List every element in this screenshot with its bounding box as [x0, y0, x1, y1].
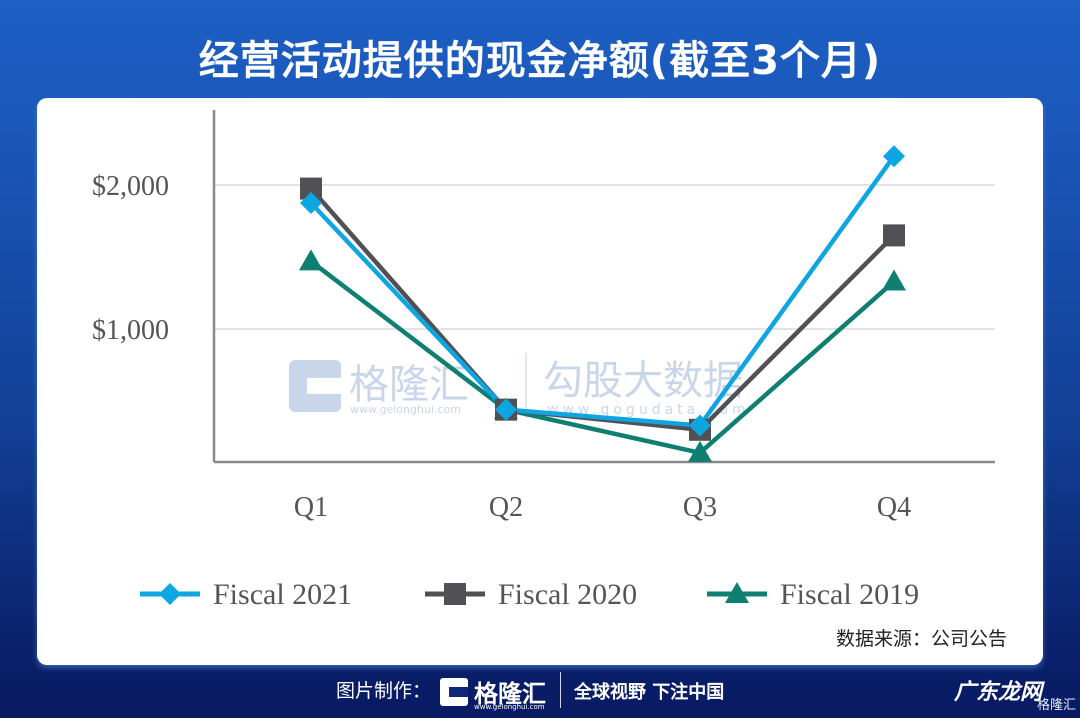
- square-marker: [300, 177, 322, 200]
- series-line-fiscal-2021: [309, 154, 896, 428]
- watermark-g-cut: [307, 378, 341, 394]
- gelonghui-logo: 格隆汇 www.gelonghui.com: [440, 674, 546, 711]
- y-tick-label: $1,000: [92, 315, 169, 346]
- page-title: 经营活动提供的现金净额(截至3个月): [198, 38, 882, 84]
- watermark-url-left: www.gelonghui.com: [350, 403, 461, 416]
- triangle-marker: [688, 440, 712, 462]
- y-tick-label: $2,000: [92, 171, 169, 202]
- legend-triangle-icon: [725, 582, 749, 603]
- series-line-fiscal-2019: [309, 259, 896, 456]
- x-tick-label: Q2: [489, 492, 523, 523]
- x-tick-label: Q3: [683, 492, 717, 523]
- corner-watermark: 广东龙网: [953, 680, 1042, 705]
- brand-name: 格隆汇: [474, 680, 546, 708]
- footer: 图片制作： 格隆汇 www.gelonghui.com 全球视野 下注中国: [0, 672, 1080, 712]
- diamond-marker: [495, 398, 517, 421]
- slogan: 全球视野 下注中国: [574, 682, 725, 703]
- legend-label: Fiscal 2021: [213, 578, 352, 611]
- square-marker: [883, 224, 905, 247]
- legend-label: Fiscal 2019: [780, 578, 919, 611]
- g-logo-icon: [440, 677, 468, 706]
- legend-square-icon: [444, 583, 466, 605]
- chart-card: $1,000 $2,000 格隆汇 www.gelonghui.com 勾股大数据 www…: [37, 98, 1043, 665]
- diamond-marker: [300, 192, 322, 214]
- diamond-marker: [883, 145, 905, 168]
- watermark-brand-right: 勾股大数据: [543, 358, 743, 404]
- corner-watermark-sub: 格隆汇: [1036, 698, 1076, 713]
- data-source-note: 数据来源：公司公告: [835, 628, 1007, 650]
- legend-label: Fiscal 2020: [498, 578, 637, 611]
- x-tick-label: Q4: [877, 492, 911, 523]
- diamond-marker: [689, 414, 711, 437]
- brand-url: www.gelonghui.com: [474, 703, 545, 711]
- x-tick-label: Q1: [294, 492, 328, 523]
- made-by-label: 图片制作：: [336, 680, 432, 702]
- triangle-marker: [882, 269, 906, 291]
- watermark-url-right: www.gogudata.com: [547, 402, 750, 418]
- watermark-brand-left: 格隆汇: [349, 362, 469, 408]
- triangle-marker: [299, 249, 323, 271]
- footer-divider: [560, 672, 561, 708]
- legend-diamond-icon: [159, 583, 181, 605]
